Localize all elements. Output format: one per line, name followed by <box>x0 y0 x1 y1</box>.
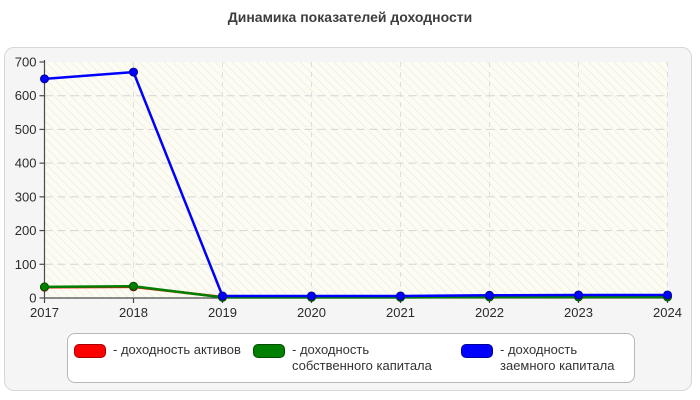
x-tick-label: 2020 <box>297 305 326 320</box>
chart-legend: - доходность активов - доходность собств… <box>67 333 635 383</box>
legend-label-assets: - доходность активов <box>113 342 241 357</box>
x-tick-label: 2017 <box>30 305 59 320</box>
legend-label-equity: - доходность собственного капитала <box>292 342 432 373</box>
series-marker <box>129 281 138 291</box>
x-tick-label: 2018 <box>119 305 148 320</box>
y-tick-label: 600 <box>15 88 37 103</box>
plot-layer: 0 100 200 300 400 500 600 700 2017 2018 2019 2020 20… <box>15 55 682 321</box>
series-marker <box>218 291 227 301</box>
y-tick-label: 200 <box>15 223 37 238</box>
y-tick-label: 300 <box>15 189 37 204</box>
series-marker <box>485 290 494 300</box>
series-line <box>44 284 668 299</box>
legend-swatch-red <box>74 344 106 358</box>
x-tick-label: 2019 <box>208 305 237 320</box>
legend-item-assets: - доходность активов <box>74 342 246 358</box>
y-tick-label: 400 <box>15 156 37 171</box>
legend-item-equity: - доходность собственного капитала <box>253 342 453 374</box>
legend-item-debt: - доходность заемного капитала <box>461 342 631 374</box>
series-marker <box>574 290 583 300</box>
series-marker <box>40 282 49 292</box>
x-tick-label: 2023 <box>564 305 593 320</box>
legend-label-debt: - доходность заемного капитала <box>500 342 615 373</box>
x-tick-label: 2021 <box>386 305 415 320</box>
y-tick-label: 0 <box>29 291 36 306</box>
page-title: Динамика показателей доходности <box>227 9 473 25</box>
y-tick-label: 500 <box>15 122 37 137</box>
series-marker <box>307 291 316 301</box>
series-marker <box>663 290 672 300</box>
plot-area <box>44 62 668 298</box>
series-marker <box>40 74 49 84</box>
legend-swatch-green <box>253 344 285 358</box>
x-tick-label: 2022 <box>475 305 504 320</box>
series-marker <box>396 291 405 301</box>
legend-swatch-blue <box>461 344 493 358</box>
y-tick-label: 700 <box>15 55 37 70</box>
x-tick-label: 2024 <box>653 305 682 320</box>
series-line <box>44 70 668 298</box>
y-tick-label: 100 <box>15 257 37 272</box>
series-marker <box>129 67 138 77</box>
